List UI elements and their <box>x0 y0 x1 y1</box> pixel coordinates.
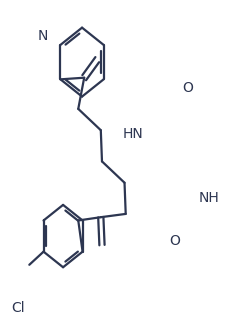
Text: NH: NH <box>198 191 219 205</box>
Text: HN: HN <box>123 127 144 141</box>
Text: Cl: Cl <box>11 301 25 315</box>
Text: N: N <box>38 29 48 43</box>
Text: O: O <box>169 234 180 248</box>
Text: O: O <box>182 81 193 95</box>
